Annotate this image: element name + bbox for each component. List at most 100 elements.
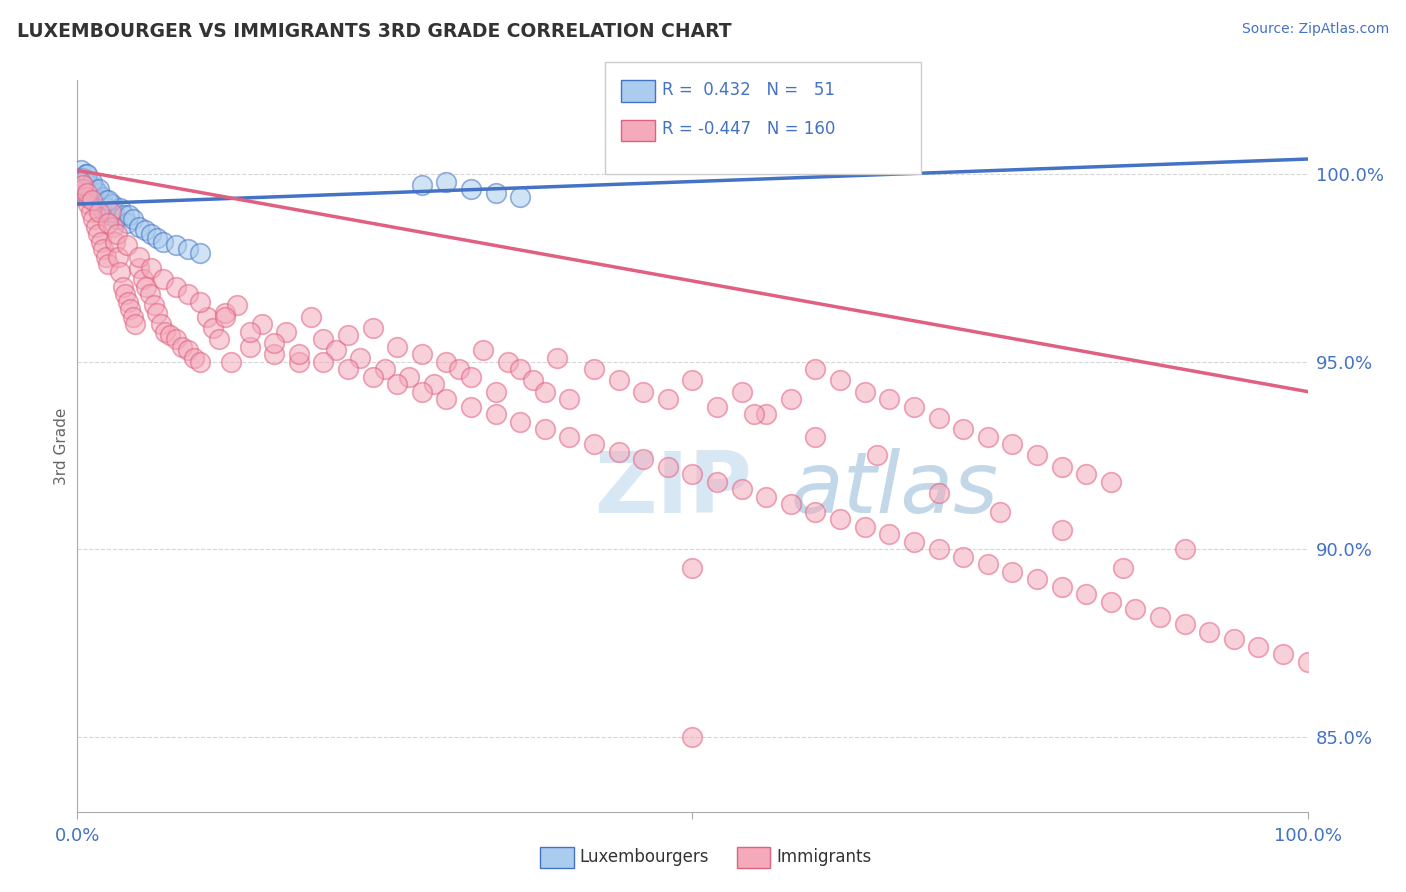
Point (124, 317, 146, 331)
Point (830, 512, 852, 526)
Point (128, 250, 150, 264)
Point (96, 201, 118, 215)
Point (312, 332, 335, 346)
Point (100, 204, 122, 219)
Point (139, 287, 162, 301)
Point (101, 197, 124, 211)
Point (1247, 640, 1270, 654)
Point (89, 204, 111, 219)
Point (534, 384, 557, 399)
Point (706, 475, 728, 489)
Point (546, 351, 568, 365)
Point (1296, 655, 1319, 669)
Point (558, 392, 581, 406)
Point (804, 362, 827, 376)
Point (97, 204, 120, 219)
Point (110, 264, 132, 278)
Point (682, 467, 704, 482)
Point (121, 212, 143, 227)
Point (804, 429, 827, 443)
Point (111, 279, 134, 293)
Point (1149, 609, 1171, 624)
Point (583, 362, 606, 376)
Point (152, 235, 174, 249)
Point (325, 343, 347, 358)
Point (195, 310, 218, 324)
Point (706, 400, 728, 414)
Point (76, 167, 98, 181)
Point (509, 362, 531, 376)
Point (152, 272, 174, 286)
Point (952, 422, 974, 436)
Point (337, 362, 360, 376)
Point (105, 212, 128, 227)
Point (1050, 580, 1073, 594)
Point (183, 351, 205, 365)
Point (853, 384, 876, 399)
Point (77, 182, 100, 196)
Point (460, 400, 482, 414)
Point (214, 310, 236, 324)
Point (657, 459, 679, 474)
Text: Source: ZipAtlas.com: Source: ZipAtlas.com (1241, 22, 1389, 37)
Point (188, 354, 212, 368)
Point (75, 189, 97, 203)
Point (903, 400, 925, 414)
Point (583, 437, 606, 451)
Point (153, 325, 176, 339)
Point (1112, 561, 1135, 575)
Point (633, 452, 655, 467)
Point (263, 347, 285, 361)
Point (952, 549, 974, 564)
Point (312, 354, 335, 368)
Point (188, 245, 212, 260)
Point (112, 208, 135, 222)
Point (134, 223, 156, 237)
Point (436, 392, 458, 406)
Point (1174, 542, 1197, 557)
Point (84, 189, 107, 203)
Point (1125, 602, 1147, 616)
Point (509, 415, 531, 429)
Point (72, 182, 94, 196)
Point (72, 178, 94, 193)
Point (337, 328, 360, 343)
Point (288, 347, 311, 361)
Point (1001, 565, 1024, 579)
Point (165, 332, 187, 346)
Point (1001, 437, 1024, 451)
Point (558, 429, 581, 443)
Point (411, 384, 433, 399)
Point (239, 340, 262, 354)
Point (90, 201, 112, 215)
Point (76, 175, 98, 189)
Point (165, 238, 187, 252)
Point (1076, 467, 1098, 482)
Point (89, 194, 111, 208)
Point (731, 384, 754, 399)
Point (115, 216, 138, 230)
Point (75, 167, 97, 181)
Point (177, 287, 200, 301)
Point (93, 204, 115, 219)
Point (141, 227, 163, 241)
Point (146, 231, 169, 245)
Text: atlas: atlas (792, 449, 998, 532)
Point (121, 310, 143, 324)
Point (1198, 624, 1220, 639)
Text: Immigrants: Immigrants (776, 848, 872, 866)
Point (86, 197, 108, 211)
Point (135, 279, 157, 293)
Point (90, 189, 114, 203)
Point (114, 287, 136, 301)
Point (1272, 647, 1295, 661)
Point (120, 302, 142, 317)
Point (118, 208, 141, 222)
Point (98, 208, 121, 222)
Point (804, 505, 827, 519)
Point (128, 219, 150, 234)
Point (288, 354, 311, 368)
Point (853, 519, 876, 533)
Point (866, 449, 889, 463)
Point (928, 486, 950, 500)
